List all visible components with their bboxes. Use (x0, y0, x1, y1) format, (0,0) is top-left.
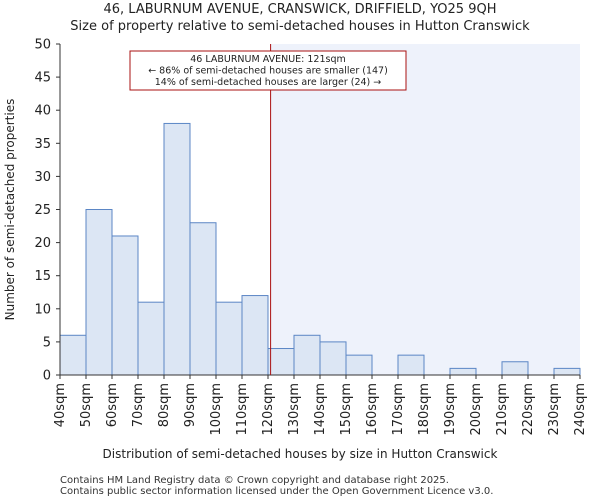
histogram-bar (267, 348, 295, 376)
x-tick-label: 170sqm (391, 383, 406, 436)
histogram-bar (59, 334, 87, 376)
x-tick-label: 230sqm (547, 383, 562, 436)
histogram-bar (293, 334, 321, 376)
x-tick-label: 210sqm (495, 383, 510, 436)
histogram-bar (397, 354, 425, 376)
histogram-bar (449, 367, 477, 376)
x-tick-label: 70sqm (131, 383, 146, 427)
x-tick-label: 140sqm (313, 383, 328, 436)
y-tick-label: 20 (34, 236, 51, 251)
x-tick-label: 160sqm (365, 383, 380, 436)
x-axis-label: Distribution of semi-detached houses by … (103, 447, 498, 461)
x-tick-label: 130sqm (287, 383, 302, 436)
footer-copyright: Contains HM Land Registry data © Crown c… (60, 475, 449, 486)
annotation-line: 46 LABURNUM AVENUE: 121sqm (190, 54, 346, 65)
x-tick-label: 40sqm (53, 383, 68, 427)
chart-subtitle: Size of property relative to semi-detach… (70, 19, 530, 34)
x-tick-label: 190sqm (443, 383, 458, 436)
histogram-bar (241, 295, 269, 376)
y-axis-label: Number of semi-detached properties (3, 99, 17, 321)
y-tick-label: 5 (43, 335, 51, 350)
y-tick-label: 50 (34, 38, 51, 53)
annotation-line: 14% of semi-detached houses are larger (… (155, 77, 382, 88)
x-tick-label: 220sqm (521, 383, 536, 436)
y-tick-label: 40 (34, 104, 51, 119)
y-tick-label: 10 (34, 302, 51, 317)
x-tick-label: 120sqm (261, 383, 276, 436)
x-tick-label: 200sqm (469, 383, 484, 436)
histogram-bar (137, 301, 165, 376)
y-tick-label: 25 (34, 203, 51, 218)
x-tick-label: 150sqm (339, 383, 354, 436)
histogram-bar (215, 301, 243, 376)
histogram-bar (163, 122, 191, 376)
annotation-line: ← 86% of semi-detached houses are smalle… (148, 66, 388, 77)
histogram-bar (501, 361, 529, 376)
x-tick-label: 180sqm (417, 383, 432, 436)
histogram-bar (553, 367, 581, 376)
x-tick-label: 100sqm (209, 383, 224, 436)
annotation-box (129, 50, 407, 91)
chart-title: 46, LABURNUM AVENUE, CRANSWICK, DRIFFIEL… (103, 2, 497, 17)
larger-region-shade (270, 44, 580, 375)
x-tick-label: 110sqm (235, 383, 250, 436)
y-tick-label: 35 (34, 137, 51, 152)
x-tick-label: 240sqm (573, 383, 588, 436)
x-tick-label: 50sqm (79, 383, 94, 427)
x-tick-label: 60sqm (105, 383, 120, 427)
x-tick-label: 90sqm (183, 383, 198, 427)
x-tick-label: 80sqm (157, 383, 172, 427)
y-tick-label: 0 (43, 369, 51, 384)
footer-licence: Contains public sector information licen… (60, 486, 494, 497)
histogram-bar (345, 354, 373, 376)
histogram-bar (111, 235, 139, 376)
histogram-bar (189, 222, 217, 376)
histogram-bar (319, 341, 347, 376)
histogram-bar (85, 209, 113, 376)
y-tick-label: 15 (34, 269, 51, 284)
y-tick-label: 45 (34, 71, 51, 86)
y-tick-label: 30 (34, 170, 51, 185)
